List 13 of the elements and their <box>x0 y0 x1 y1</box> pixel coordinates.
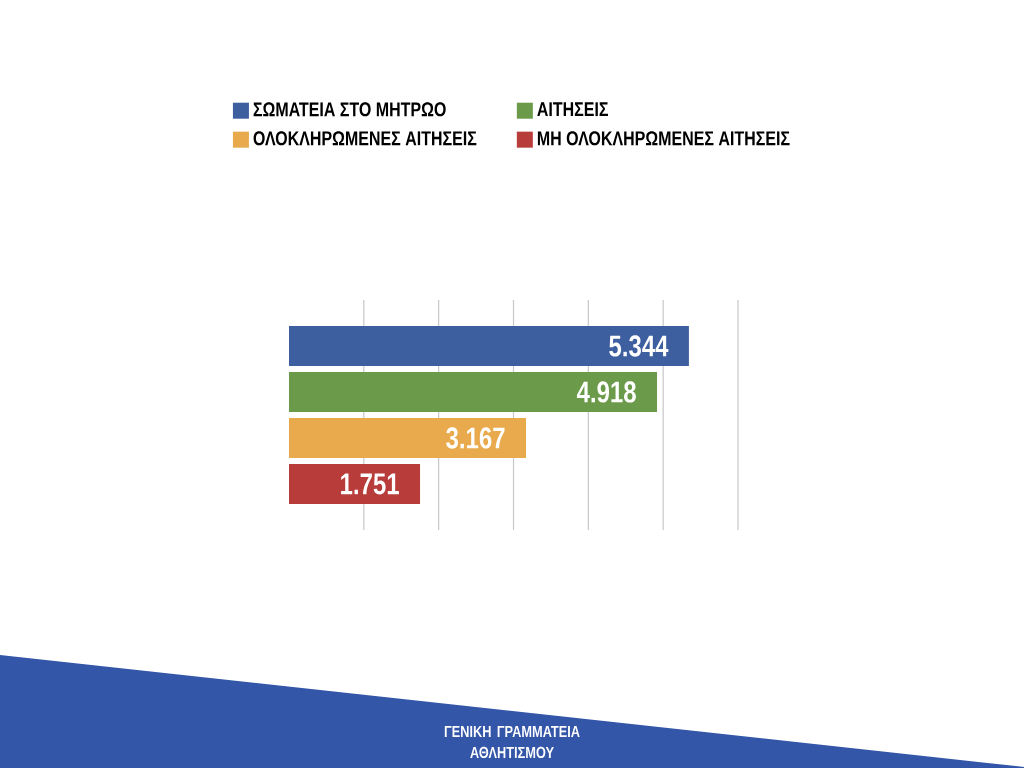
data-label: 1.751 <box>341 473 399 495</box>
bar <box>289 371 658 412</box>
legend-label: ΑΙΤΗΣΕΙΣ <box>537 102 609 117</box>
legend-label: ΣΩΜΑΤΕΙΑ ΣΤΟ ΜΗΤΡΩΟ <box>253 102 446 117</box>
text: ΓΕΝΙΚΗ ΓΡΑΜΜΑΤΕΙΑ ΑΘΛΗΤΙΣΜΟΥ <box>444 725 580 759</box>
data-label: 5.344 <box>609 335 669 357</box>
legend-label: ΟΛΟΚΛΗΡΩΜΕΝΕΣ ΑΙΤΗΣΕΙΣ <box>253 131 477 146</box>
legend-label: ΜΗ ΟΛΟΚΛΗΡΩΜΕΝΕΣ ΑΙΤΗΣΕΙΣ <box>537 131 790 146</box>
data-label: 3.167 <box>446 427 505 449</box>
bar <box>289 463 421 505</box>
bar <box>289 417 526 458</box>
data-label: 4.918 <box>576 381 636 403</box>
bar <box>289 325 689 366</box>
